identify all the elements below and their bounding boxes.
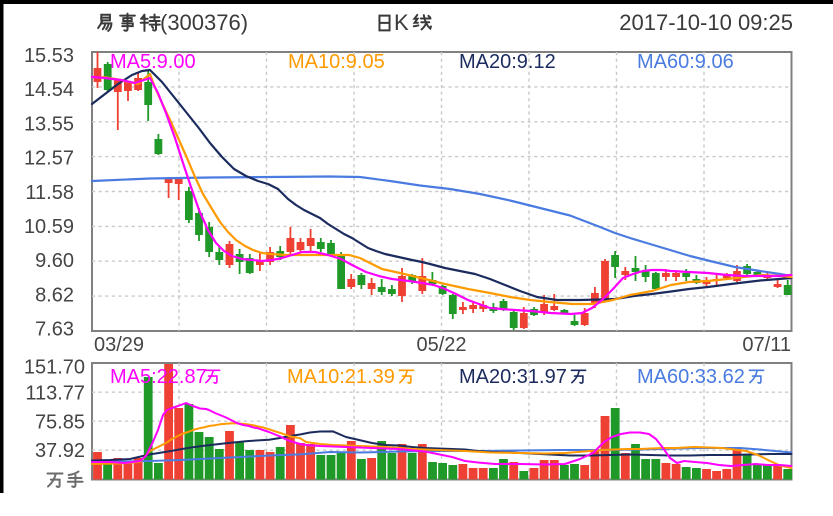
svg-text:MA20:31.97: MA20:31.97 (459, 366, 567, 388)
svg-text:(300376): (300376) (160, 10, 248, 35)
svg-text:K: K (394, 10, 409, 35)
svg-text:MA20:9.12: MA20:9.12 (459, 51, 556, 73)
svg-text:15.53: 15.53 (24, 45, 74, 67)
svg-text:75.85: 75.85 (35, 412, 85, 434)
svg-text:10.59: 10.59 (24, 216, 74, 238)
svg-text:2017-10-10 09:25: 2017-10-10 09:25 (619, 10, 793, 35)
svg-text:7.63: 7.63 (35, 319, 74, 341)
svg-text:113.77: 113.77 (25, 383, 85, 405)
svg-text:07/11: 07/11 (742, 334, 791, 356)
svg-text:37.92: 37.92 (35, 440, 85, 462)
svg-text:11.58: 11.58 (25, 182, 74, 204)
svg-text:151.70: 151.70 (24, 357, 85, 379)
svg-text:8.62: 8.62 (35, 284, 74, 306)
svg-text:MA10:9.05: MA10:9.05 (288, 51, 385, 73)
svg-text:14.54: 14.54 (24, 79, 74, 101)
svg-text:12.57: 12.57 (24, 148, 74, 170)
svg-text:03/29: 03/29 (94, 334, 144, 356)
svg-text:13.55: 13.55 (24, 113, 74, 135)
svg-text:9.60: 9.60 (35, 250, 74, 272)
svg-text:MA60:9.06: MA60:9.06 (637, 51, 734, 73)
svg-text:MA10:21.39: MA10:21.39 (287, 366, 395, 388)
svg-text:MA5:9.00: MA5:9.00 (110, 51, 196, 73)
svg-text:MA5:22.87: MA5:22.87 (110, 366, 207, 388)
svg-text:05/22: 05/22 (416, 334, 466, 356)
svg-text:MA60:33.62: MA60:33.62 (637, 366, 745, 388)
